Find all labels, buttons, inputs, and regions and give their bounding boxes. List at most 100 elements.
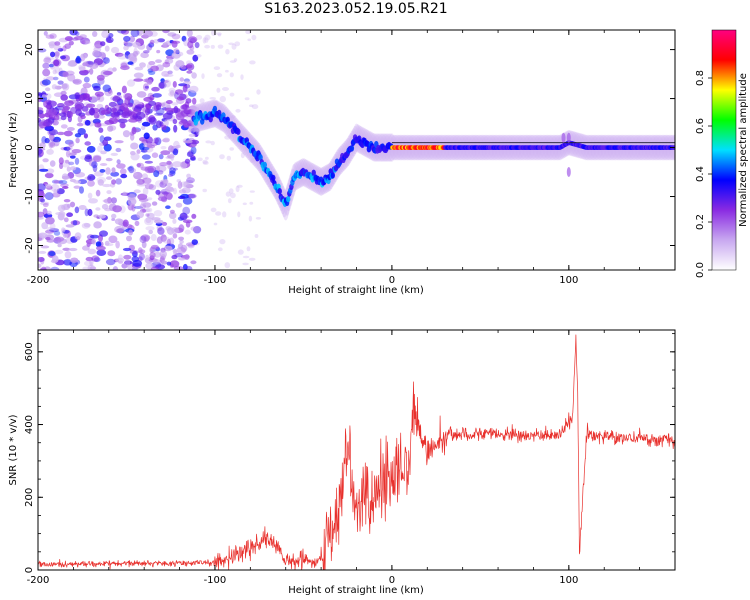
noise-blob [114,218,124,225]
noise-blob [40,201,50,206]
noise-blob [121,111,130,119]
noise-blob [163,79,171,88]
noise-blob [202,159,208,164]
noise-blob [69,155,76,159]
noise-blob [184,158,191,164]
noise-blob [196,54,202,58]
noise-blob [144,183,154,190]
noise-blob [53,230,61,236]
noise-blob [156,49,161,54]
noise-blob [51,84,58,90]
noise-blob [182,219,193,224]
noise-blob [79,94,84,103]
noise-blob [117,118,128,124]
snr-y-tick-label: 200 [24,488,35,507]
noise-blob [91,255,100,262]
noise-blob [96,176,107,184]
noise-blob [242,202,247,206]
noise-blob [62,186,69,189]
noise-blob [130,30,140,37]
noise-blob [81,40,86,45]
noise-blob [236,184,243,188]
noise-blob [59,112,67,117]
noise-blob [38,48,47,53]
noise-blob [190,139,200,145]
noise-blob [226,155,231,161]
ridge-cell [330,172,335,179]
noise-blob [63,217,69,223]
noise-blob [74,102,85,110]
colorbar-tick-label: 0.2 [695,214,706,230]
noise-blob [73,180,82,184]
noise-blob [70,166,77,171]
noise-blob [159,162,168,167]
noise-blob [115,178,122,185]
colorbar-label: Normalized spectral amplitude [738,73,749,227]
noise-blob [104,45,110,52]
noise-blob [179,77,185,82]
noise-blob [52,76,59,81]
noise-blob [251,34,257,41]
noise-blob [192,54,199,62]
noise-blob [41,266,47,270]
noise-blob [44,172,54,179]
noise-blob [38,183,46,191]
colorbar-tick-label: 0.4 [695,166,706,182]
noise-blob [50,51,56,58]
noise-blob [150,65,160,72]
noise-blob [133,171,143,180]
spectrogram-x-tick-label: 0 [389,275,395,286]
noise-blob [88,198,98,204]
noise-blob [145,226,155,231]
ridge-spike [566,132,571,143]
noise-blob [74,36,84,41]
noise-blob [174,89,184,95]
noise-blob [134,66,144,71]
noise-blob [98,127,104,133]
noise-blob [38,192,46,198]
noise-blob [89,259,94,267]
noise-blob [184,254,190,260]
noise-blob [141,201,147,206]
noise-blob [172,118,178,125]
noise-blob [53,115,60,121]
noise-blob [183,109,193,114]
noise-blob [69,201,76,208]
noise-blob [190,226,198,231]
colorbar-tick-label: 0.0 [695,262,706,278]
noise-blob [41,222,49,230]
noise-blob [62,105,71,111]
noise-blob [254,234,259,238]
noise-blob [75,137,80,144]
noise-blob [105,167,111,175]
noise-blob [192,97,197,105]
noise-blob [130,142,139,150]
colorbar-ticks: 0.0 0.2 0.4 0.6 0.8 [695,70,712,278]
noise-blob [204,44,211,49]
noise-blob [53,188,58,197]
noise-blob [135,111,146,120]
noise-blob [149,251,156,259]
noise-blob [133,72,144,79]
noise-blob [119,122,126,129]
noise-blob [197,157,203,162]
noise-blob [51,255,59,263]
noise-blob [62,45,67,52]
noise-blob [93,214,99,218]
noise-blob [89,175,96,180]
ridge-cell [262,161,267,169]
noise-blob [120,173,128,179]
noise-blob [222,211,227,218]
noise-blob [94,122,102,128]
noise-blob [148,100,157,106]
noise-blob [235,108,241,113]
colorbar-frame [711,29,737,271]
noise-blob [128,229,134,236]
noise-blob [132,41,141,48]
noise-blob [107,250,116,257]
noise-blob [86,175,92,181]
noise-blob [164,119,169,127]
noise-blob [229,60,236,63]
noise-blob [172,161,183,168]
noise-blob [148,229,153,235]
